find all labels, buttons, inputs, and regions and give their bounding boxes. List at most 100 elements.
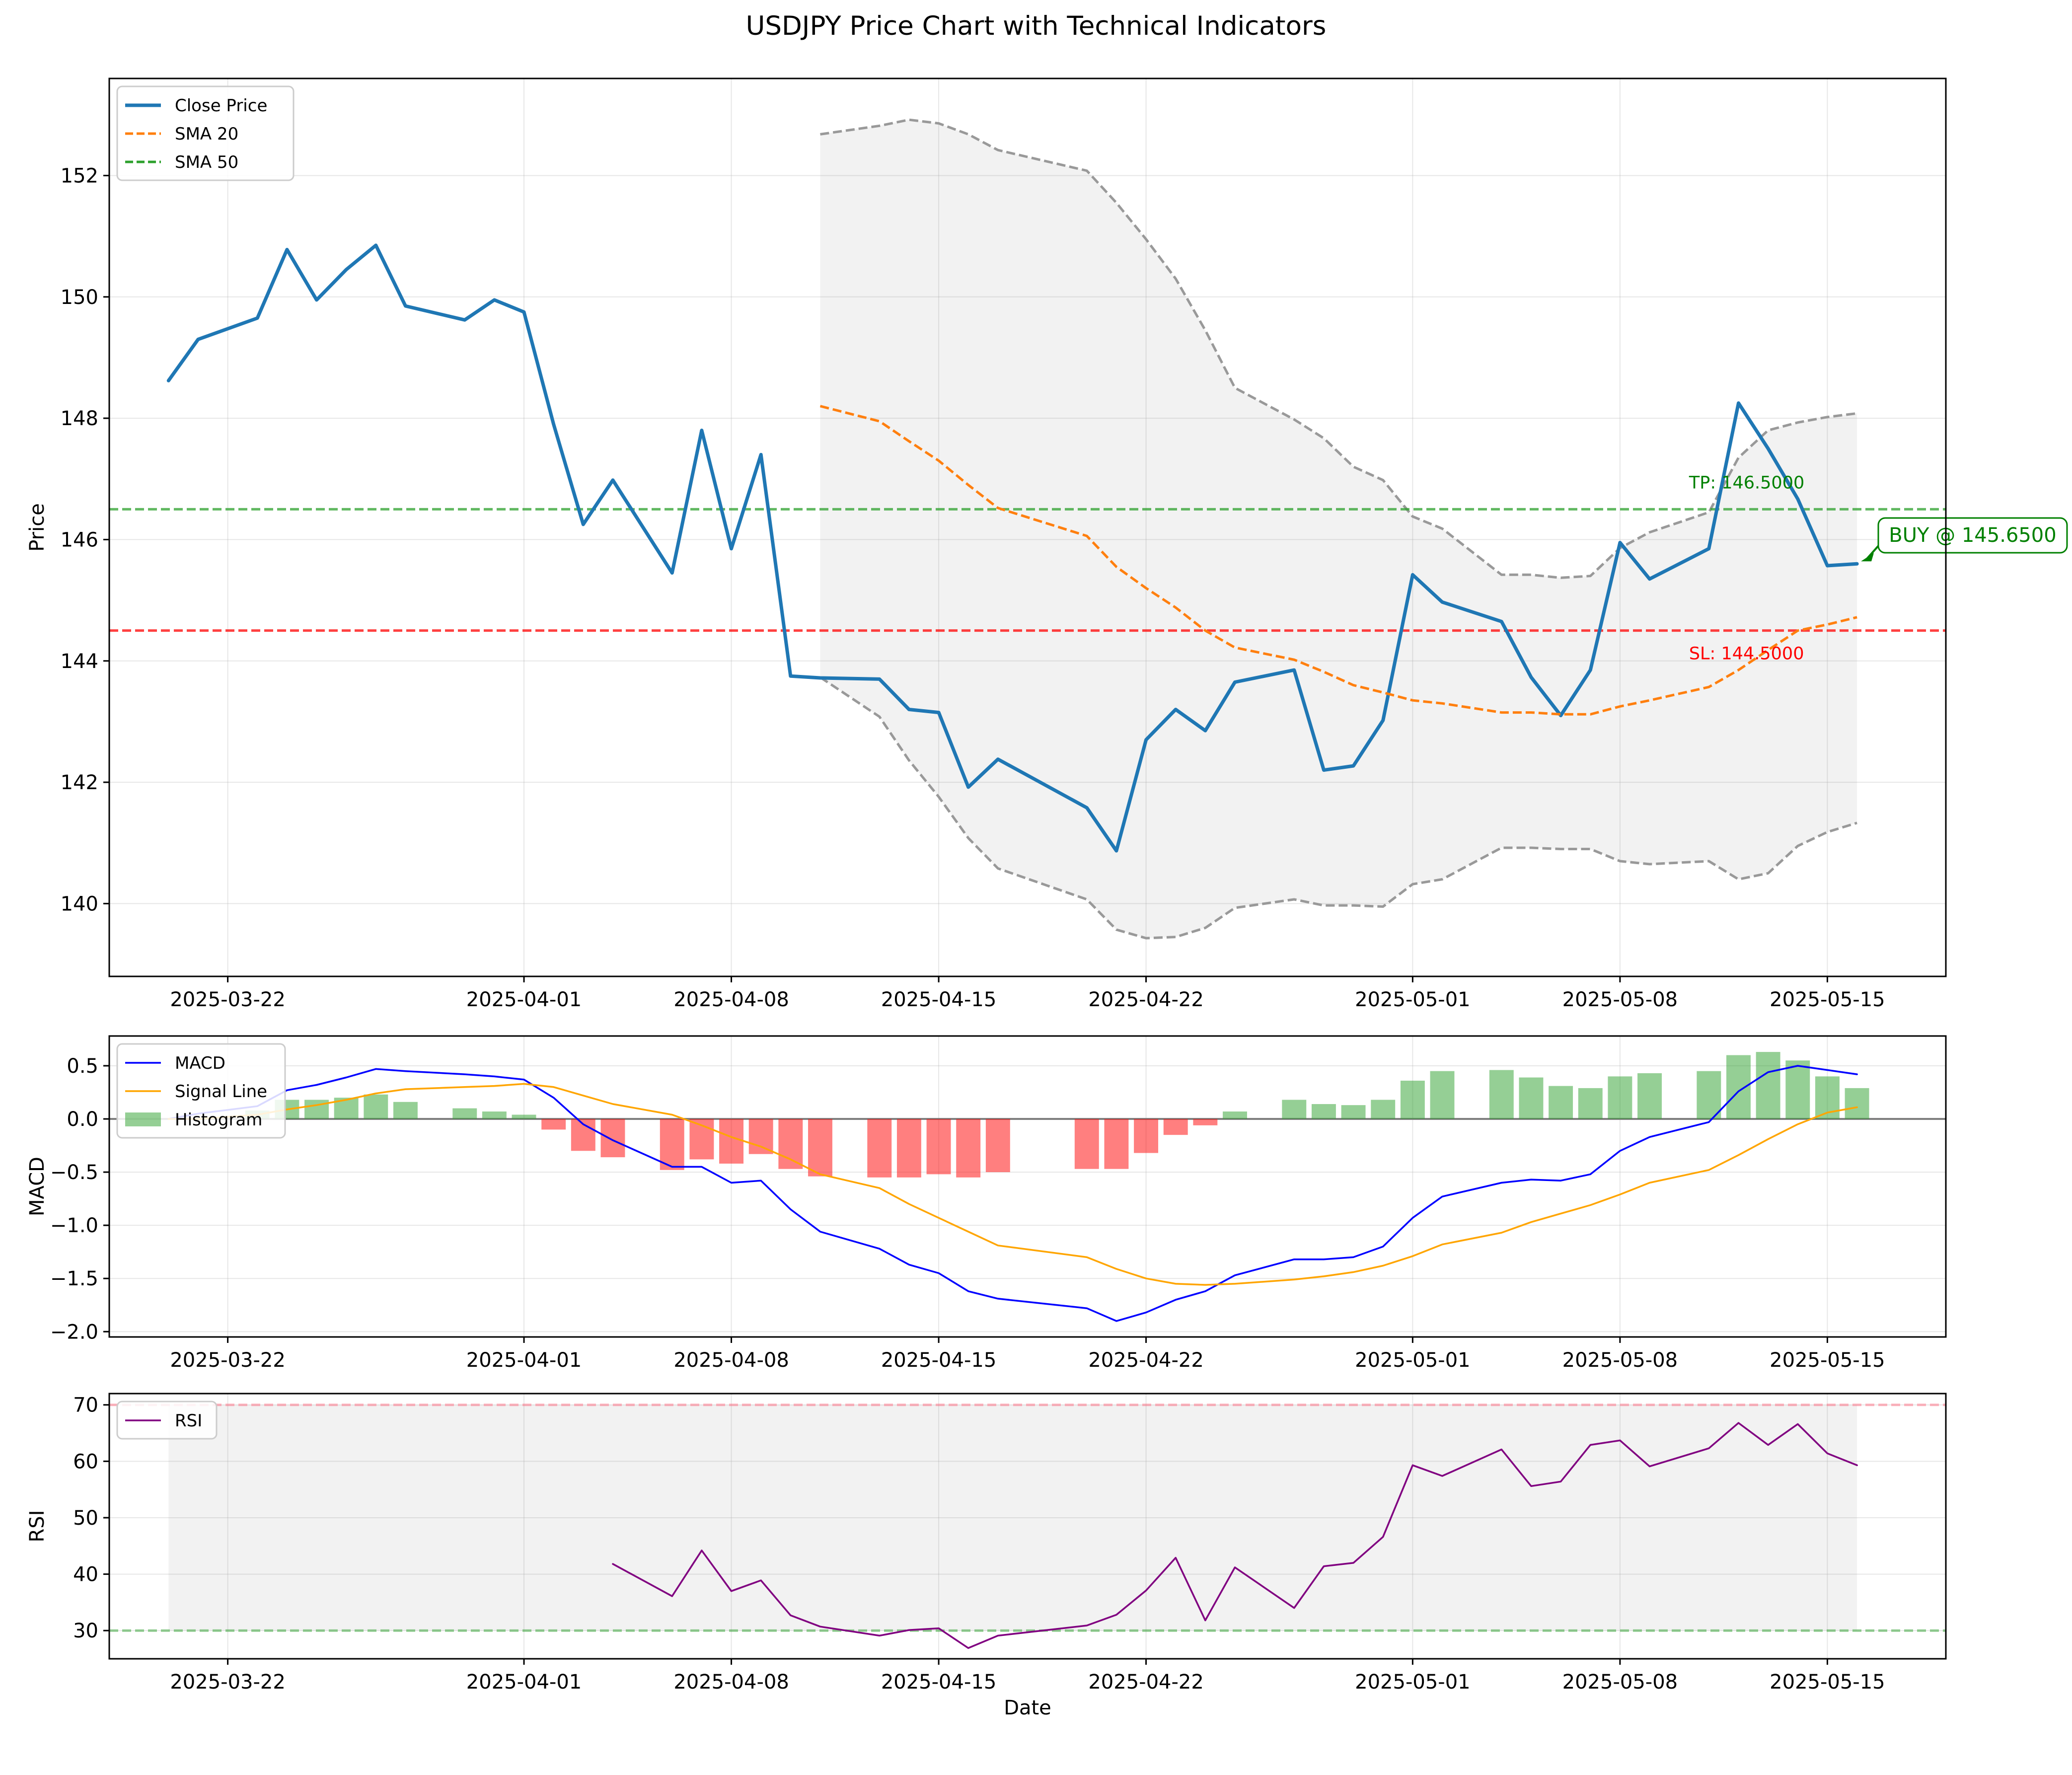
histogram-bar <box>808 1119 832 1177</box>
histogram-bar <box>1074 1119 1099 1169</box>
y-tick-label: 152 <box>61 164 98 187</box>
y-tick-label: 144 <box>61 650 98 673</box>
x-tick-label: 2025-04-01 <box>466 1671 582 1694</box>
series-line-rsi <box>612 1422 1858 1649</box>
y-tick-label: −1.5 <box>50 1267 98 1290</box>
y-tick-label: 40 <box>73 1563 98 1586</box>
legend-label: Close Price <box>175 96 267 116</box>
x-tick-label: 2025-05-15 <box>1770 988 1885 1011</box>
y-tick-label: 60 <box>73 1450 98 1473</box>
histogram-bar <box>1697 1071 1721 1119</box>
x-tick-label: 2025-05-01 <box>1355 1349 1470 1372</box>
histogram-bar <box>1637 1073 1662 1119</box>
histogram-bar <box>512 1114 536 1119</box>
x-tick-label: 2025-05-08 <box>1562 1349 1678 1372</box>
x-axis-label: Date <box>1004 1697 1051 1719</box>
y-axis-label: MACD <box>26 1157 49 1216</box>
histogram-bar <box>364 1094 388 1119</box>
legend-swatch <box>125 1112 161 1126</box>
legend-label: RSI <box>175 1411 202 1431</box>
x-tick-label: 2025-04-15 <box>881 1671 996 1694</box>
x-tick-label: 2025-05-01 <box>1355 1671 1470 1694</box>
histogram-bar <box>452 1108 477 1119</box>
plot-area <box>109 1394 1946 1659</box>
histogram-bar <box>985 1119 1010 1173</box>
histogram-bar <box>1430 1071 1455 1119</box>
x-tick-label: 2025-04-22 <box>1088 1349 1203 1372</box>
legend: MACD Signal Line Histogram <box>116 1043 286 1139</box>
y-tick-label: −2.0 <box>50 1321 98 1343</box>
series-line-macd <box>167 1065 1858 1322</box>
y-tick-label: 150 <box>61 286 98 309</box>
level-label-sl: SL: 144.5000 <box>1689 644 1804 664</box>
bollinger-upper-line <box>820 118 1857 579</box>
histogram-bar <box>1193 1119 1218 1125</box>
y-tick-label: 146 <box>61 528 98 551</box>
annotation-box <box>1877 517 2068 554</box>
level-label-tp: TP: 146.5000 <box>1689 473 1804 493</box>
y-tick-label: −0.5 <box>50 1161 98 1184</box>
histogram-bar <box>1163 1119 1188 1135</box>
histogram-bar <box>956 1119 981 1178</box>
histogram-bar <box>1578 1088 1603 1119</box>
x-tick-label: 2025-05-15 <box>1770 1671 1885 1694</box>
histogram-bar <box>1311 1104 1336 1119</box>
histogram-bar <box>1756 1052 1780 1119</box>
annotation-text: BUY @ 145.6500 <box>1889 524 2056 547</box>
histogram-bar <box>1845 1088 1869 1119</box>
x-tick-label: 2025-03-22 <box>170 988 285 1011</box>
y-tick-label: 0.5 <box>67 1055 98 1078</box>
bollinger-lower-line <box>819 676 1857 940</box>
histogram-bar <box>867 1119 892 1178</box>
y-tick-label: −1.0 <box>50 1214 98 1237</box>
y-axis-label: Price <box>26 503 49 552</box>
y-tick-label: 140 <box>61 892 98 915</box>
x-tick-label: 2025-04-22 <box>1088 988 1203 1011</box>
histogram-bar <box>719 1119 744 1164</box>
x-tick-label: 2025-05-08 <box>1562 1671 1678 1694</box>
legend-label: Histogram <box>175 1110 262 1130</box>
legend: RSI <box>116 1401 218 1440</box>
histogram-bar <box>778 1119 803 1169</box>
histogram-bar <box>1282 1100 1307 1119</box>
histogram-bar <box>1726 1055 1751 1119</box>
histogram-bar <box>1371 1100 1396 1119</box>
y-axis-label: RSI <box>26 1510 49 1543</box>
legend-label: SMA 20 <box>175 124 238 144</box>
y-tick-label: 148 <box>61 407 98 430</box>
histogram-bar <box>482 1111 507 1119</box>
x-tick-label: 2025-05-08 <box>1562 988 1678 1011</box>
legend-label: SMA 50 <box>175 152 238 172</box>
histogram-bar <box>393 1102 418 1119</box>
plot-area <box>109 78 1946 976</box>
histogram-bar <box>600 1119 625 1158</box>
series-line-sma-20 <box>819 405 1857 716</box>
x-tick-label: 2025-05-15 <box>1770 1349 1885 1372</box>
histogram-bar <box>1341 1105 1366 1119</box>
x-tick-label: 2025-04-08 <box>673 988 789 1011</box>
histogram-bar <box>541 1119 566 1130</box>
histogram-bar <box>1489 1070 1514 1119</box>
legend-label: MACD <box>175 1053 225 1073</box>
histogram-bar <box>896 1119 921 1178</box>
legend-frame <box>116 1401 218 1440</box>
bollinger-band-fill <box>820 120 1857 939</box>
series-line-close-price <box>166 243 1859 853</box>
axes-frame <box>108 77 1947 977</box>
chart-title: USDJPY Price Chart with Technical Indica… <box>746 11 1327 41</box>
histogram-bar <box>1134 1119 1159 1153</box>
x-tick-label: 2025-04-15 <box>881 1349 996 1372</box>
histogram-bar <box>1519 1077 1544 1119</box>
rsi-neutral-band <box>168 1405 1857 1631</box>
y-tick-label: 0.0 <box>67 1108 98 1131</box>
panel-price: TP: 146.5000 SL: 144.5000 BUY @ 145.6500 14… <box>26 77 2068 1011</box>
axes-frame <box>108 1393 1947 1660</box>
x-tick-label: 2025-04-08 <box>673 1671 789 1694</box>
histogram-bar <box>926 1119 951 1175</box>
histogram-bar <box>1223 1111 1247 1119</box>
histogram-bar <box>304 1100 329 1119</box>
series-line-signal-line <box>167 1083 1858 1286</box>
histogram-bar <box>1104 1119 1129 1169</box>
